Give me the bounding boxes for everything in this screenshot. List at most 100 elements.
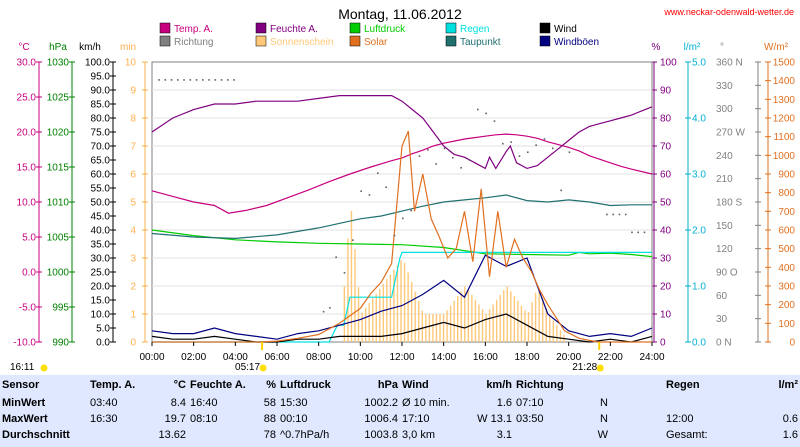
sunshine-bar <box>488 309 491 342</box>
stats-cell <box>88 427 140 443</box>
temp-unit-label: °C <box>18 42 29 53</box>
direction-dot <box>624 213 627 216</box>
direction-tick-label: 90 O <box>716 268 738 279</box>
stats-cell: 78 <box>263 429 276 441</box>
sunshine-bar <box>350 210 353 342</box>
direction-dot <box>493 120 496 122</box>
chart-title: Montag, 11.06.2012 <box>338 6 462 22</box>
humidity-tick-label: 0 <box>660 338 666 349</box>
direction-dot <box>618 213 621 216</box>
sunshine-bar <box>379 288 381 342</box>
rain-tick-label: 1.0 <box>692 282 706 293</box>
stats-cell: Ø 10 min. <box>402 397 450 409</box>
wind-tick-label: 70.0 <box>91 142 111 153</box>
sunshine-bar <box>545 307 547 342</box>
solar-tick-label: 500 <box>778 244 795 255</box>
solar-line <box>152 130 652 343</box>
sunshine-tick-label: 9 <box>130 86 136 97</box>
direction-dot <box>233 79 235 81</box>
stats-cell: 19.7 <box>164 413 186 425</box>
temp-tick-label: 25.0 <box>17 93 37 104</box>
rain-tick-label: 3.0 <box>692 170 706 181</box>
direction-dot <box>183 79 185 81</box>
x-axis: 00:00 02:00 04:00 06:00 08:00 10:00 12:00 14:00… <box>139 342 665 363</box>
humidity-unit-label: % <box>652 42 661 53</box>
solar-tick-label: 200 <box>778 300 795 311</box>
wind-tick-label: 95.0 <box>91 72 111 83</box>
wind-tick-label: 25.0 <box>91 268 111 279</box>
sunshine-tick-label: 2 <box>130 282 136 293</box>
stats-cell: 1.6 <box>496 397 512 409</box>
direction-unit-label: ° <box>720 42 724 53</box>
direction-tick-label: 180 S <box>716 198 742 209</box>
sunshine-bar <box>499 294 501 342</box>
direction-dot <box>427 149 429 151</box>
direction-tick-label: 360 N <box>716 58 743 69</box>
stats-cell: 1002.2 <box>364 397 398 409</box>
direction-dot <box>485 112 487 115</box>
direction-dot <box>189 79 192 81</box>
wind-tick-label: 65.0 <box>91 156 111 167</box>
direction-dot <box>377 172 379 175</box>
sunrise-icon <box>259 364 267 372</box>
solar-tick-label: 600 <box>778 226 795 237</box>
stats-cell <box>514 427 574 443</box>
solar-tick-label: 700 <box>778 207 795 218</box>
sunshine-bar <box>495 299 498 342</box>
chart-legend: Temp. A. Feuchte A. Luftdruck Regen Wind Rich… <box>159 22 599 48</box>
legend-label: Regen <box>460 24 489 35</box>
solar-tick-label: 300 <box>778 282 795 293</box>
direction-dot <box>202 79 204 81</box>
sunshine-bar <box>403 263 406 342</box>
x-tick-label: 04:00 <box>223 352 248 363</box>
legend-label: Sonnenschein <box>270 37 333 48</box>
wind-tick-label: 75.0 <box>91 128 111 139</box>
direction-dot <box>460 167 462 169</box>
direction-dot <box>443 147 446 150</box>
direction-dot <box>195 79 198 81</box>
x-tick-label: 06:00 <box>264 352 289 363</box>
legend-label: Temp. A. <box>174 24 213 35</box>
stats-cell: 1003.8 <box>364 429 398 441</box>
sunshine-bar <box>481 309 484 342</box>
sunshine-bar <box>549 315 551 342</box>
direction-dot <box>552 147 554 150</box>
solar-tick-label: 800 <box>778 188 795 199</box>
wind-tick-label: 35.0 <box>91 240 111 251</box>
legend-label: Luftdruck <box>364 24 406 35</box>
stats-row-min: MinWert 03:40 8.4 16:40 58 15:30 1002.2 … <box>0 395 800 411</box>
sunshine-bar <box>467 290 470 342</box>
humidity-tick-label: 40 <box>660 226 672 237</box>
wind-tick-label: 55.0 <box>91 184 111 195</box>
website-link[interactable]: www.neckar-odenwald-wetter.de <box>663 7 794 17</box>
sunshine-bar <box>531 302 533 342</box>
sunshine-bar <box>534 292 537 342</box>
wind-tick-label: 0.0 <box>96 338 110 349</box>
direction-tick-label: 120 <box>716 244 733 255</box>
solar-tick-label: 100 <box>778 319 795 330</box>
stats-header: Feuchte A. <box>190 379 246 391</box>
direction-dot <box>518 155 521 157</box>
sunshine-bar <box>552 320 555 342</box>
legend-label: Wind <box>554 24 577 35</box>
temp-tick-label: 0.0 <box>22 268 36 279</box>
direction-dot <box>543 138 546 140</box>
direction-dot <box>477 108 479 111</box>
stats-header: Regen <box>666 379 700 391</box>
direction-dot <box>606 213 608 216</box>
solar-unit-label: W/m² <box>764 42 789 53</box>
sunshine-bar <box>343 286 346 342</box>
x-tick-label: 00:00 <box>139 352 164 363</box>
legend-swatch <box>255 35 267 47</box>
temp-tick-label: 15.0 <box>17 163 37 174</box>
temp-tick-label: 10.0 <box>17 198 37 209</box>
humidity-tick-label: 70 <box>660 142 672 153</box>
humidity-tick-label: 30 <box>660 254 672 265</box>
wind-tick-label: 90.0 <box>91 86 111 97</box>
direction-dot <box>322 310 325 313</box>
chart-axes: 30.025.020.015.010.05.00.0-5.0-10.0°C103… <box>13 42 795 349</box>
pressure-tick-label: 1020 <box>47 128 70 139</box>
x-tick-label: 18:00 <box>514 352 539 363</box>
feuchte-a--line <box>151 94 653 170</box>
rain-unit-label: l/m² <box>684 42 701 53</box>
